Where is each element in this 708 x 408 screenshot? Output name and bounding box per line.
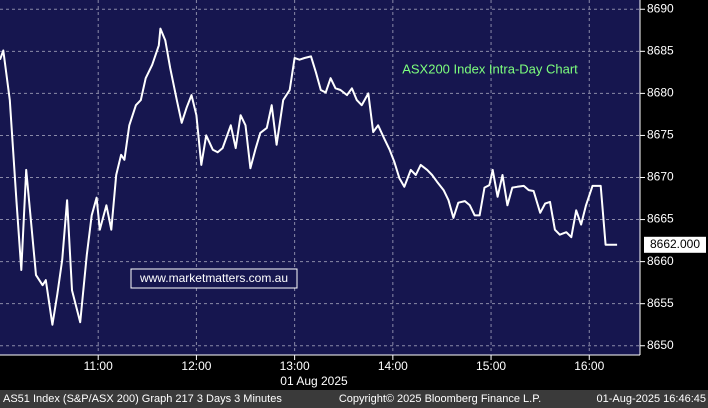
x-tick-label: 11:00 — [84, 359, 113, 373]
x-tick-label: 16:00 — [574, 359, 604, 373]
y-tick-label: 8650 — [647, 338, 674, 352]
annotation: ASX200 Index Intra-Day Chart — [402, 61, 578, 76]
last-value-label: 8662.000 — [650, 237, 700, 251]
y-tick-label: 8690 — [647, 1, 674, 15]
y-tick-label: 8685 — [647, 43, 674, 57]
x-tick-label: 14:00 — [378, 359, 408, 373]
footer-bar — [0, 390, 708, 408]
x-tick-label: 15:00 — [476, 359, 506, 373]
marks — [0, 27, 618, 326]
y-tick-label: 8665 — [647, 212, 674, 226]
y-tick-label: 8655 — [647, 296, 674, 310]
footer-right: 01-Aug-2025 16:46:45 — [597, 393, 706, 405]
x-tick-label: 13:00 — [280, 359, 310, 373]
watermark: www.marketmatters.com.au — [139, 271, 288, 285]
last-value-box — [644, 236, 706, 253]
footer-center: Copyright© 2025 Bloomberg Finance L.P. — [339, 393, 541, 405]
y-tick-label: 8670 — [647, 170, 674, 184]
x-axis-label: 01 Aug 2025 — [280, 374, 348, 388]
grid — [0, 0, 640, 355]
y-tick-label: 8660 — [647, 254, 674, 268]
y-tick-label: 8675 — [647, 128, 674, 142]
price-line — [0, 27, 618, 326]
footer-left: AS51 Index (S&P/ASX 200) Graph 217 3 Day… — [3, 393, 282, 405]
x-tick-label: 12:00 — [181, 359, 211, 373]
y-tick-label: 8680 — [647, 86, 674, 100]
watermark-box — [130, 268, 298, 289]
